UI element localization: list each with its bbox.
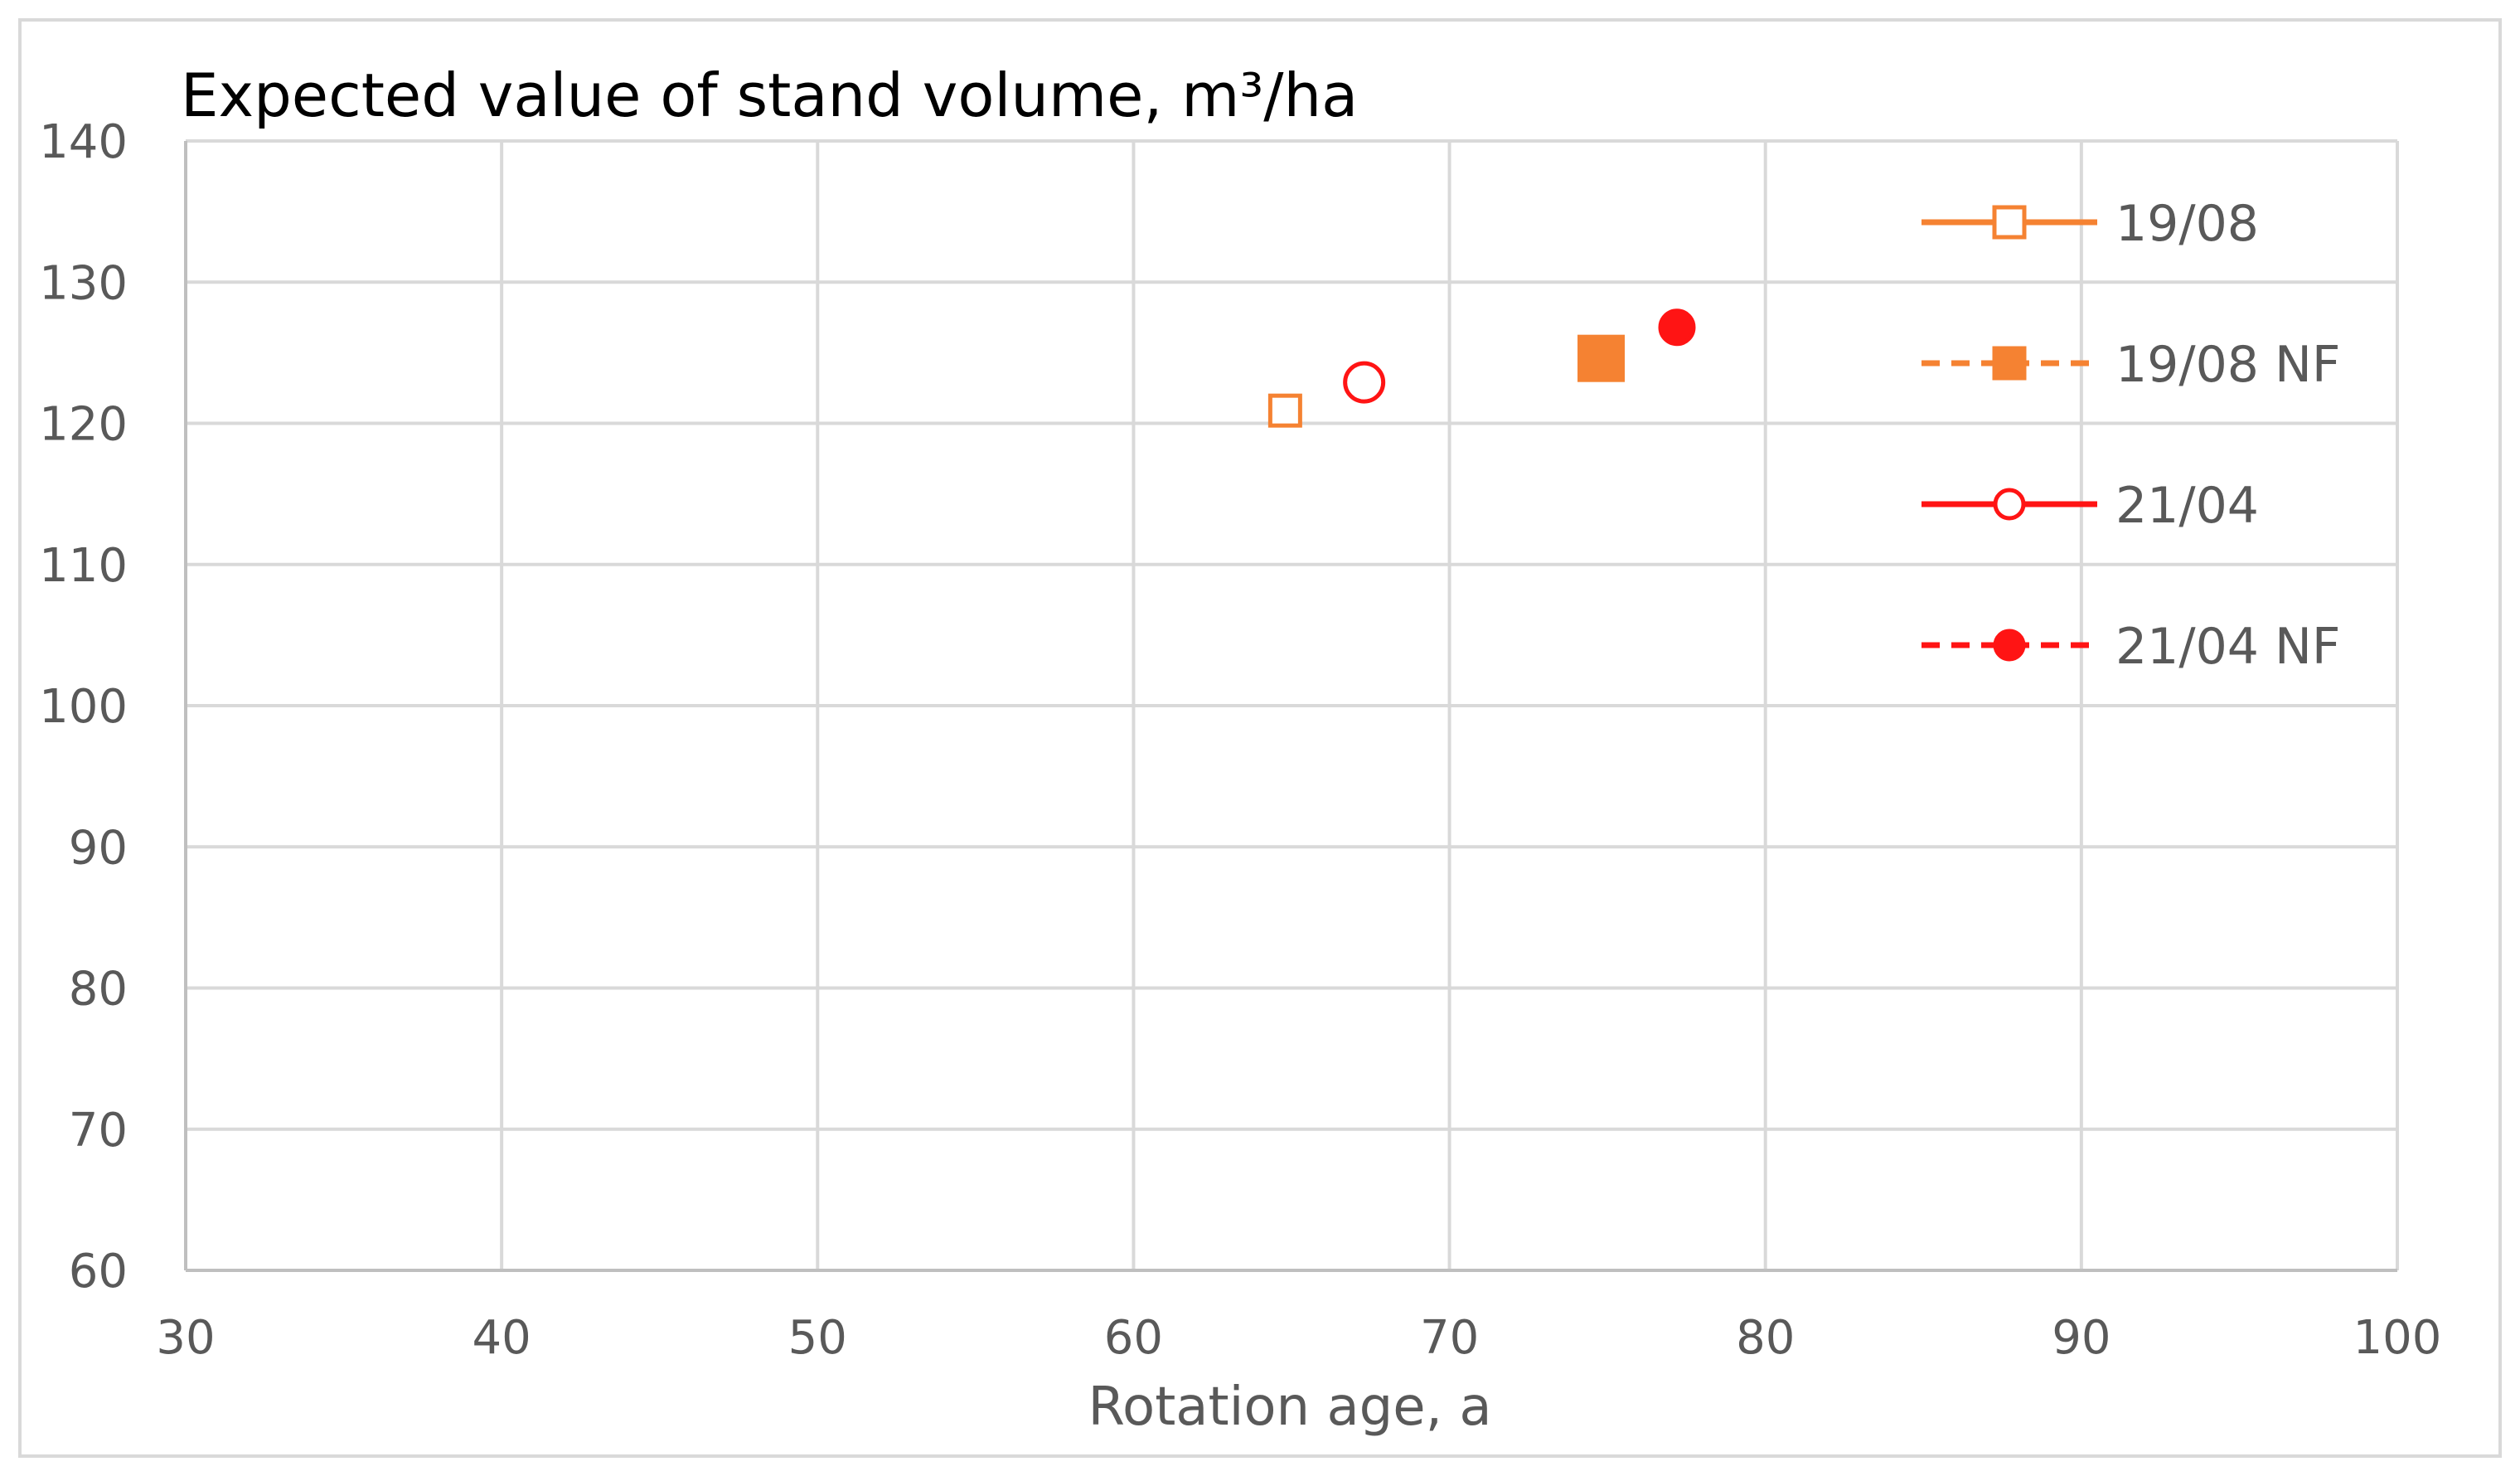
x-tick-label: 70 xyxy=(1420,1311,1479,1365)
tick-labels: 30 40 50 60 70 80 90 100 60 70 80 90 100 110 120 130 140 xyxy=(39,115,2441,1365)
legend-label: 19/08 NF xyxy=(2115,336,2340,394)
legend-marker xyxy=(1992,205,2027,240)
data-point xyxy=(1658,308,1696,347)
y-tick-label: 120 xyxy=(39,398,128,452)
chart-frame xyxy=(18,18,2502,1458)
legend-marker xyxy=(1993,488,2026,521)
legend-label: 21/04 NF xyxy=(2115,618,2340,676)
y-tick-label: 70 xyxy=(69,1104,128,1158)
legend-label: 21/04 xyxy=(2115,477,2259,535)
y-tick-label: 60 xyxy=(69,1245,128,1299)
data-point xyxy=(1343,361,1386,404)
legend: 19/08 19/08 NF 21/04 21/04 NF xyxy=(1922,195,2340,676)
x-tick-label: 40 xyxy=(472,1311,531,1365)
x-tick-label: 50 xyxy=(788,1311,847,1365)
y-tick-label: 100 xyxy=(39,680,128,734)
y-tick-label: 140 xyxy=(39,115,128,169)
y-tick-label: 80 xyxy=(69,963,128,1017)
data-point xyxy=(1577,334,1626,382)
legend-marker xyxy=(1993,629,2026,662)
plot-area xyxy=(1267,308,1696,428)
x-tick-label: 60 xyxy=(1104,1311,1163,1365)
x-axis-title: Rotation age, a xyxy=(1088,1376,1491,1438)
legend-label: 19/08 xyxy=(2115,195,2259,253)
grid xyxy=(184,139,2399,1272)
x-tick-label: 100 xyxy=(2353,1311,2442,1365)
legend-marker xyxy=(1992,346,2027,381)
y-tick-label: 130 xyxy=(39,256,128,310)
y-tick-label: 90 xyxy=(69,821,128,875)
chart-title: Expected value of stand volume, m³/ha xyxy=(181,61,1358,130)
x-tick-label: 30 xyxy=(156,1311,215,1365)
x-tick-label: 80 xyxy=(1736,1311,1795,1365)
data-point xyxy=(1267,393,1302,428)
y-tick-label: 110 xyxy=(39,539,128,593)
x-tick-label: 90 xyxy=(2052,1311,2110,1365)
